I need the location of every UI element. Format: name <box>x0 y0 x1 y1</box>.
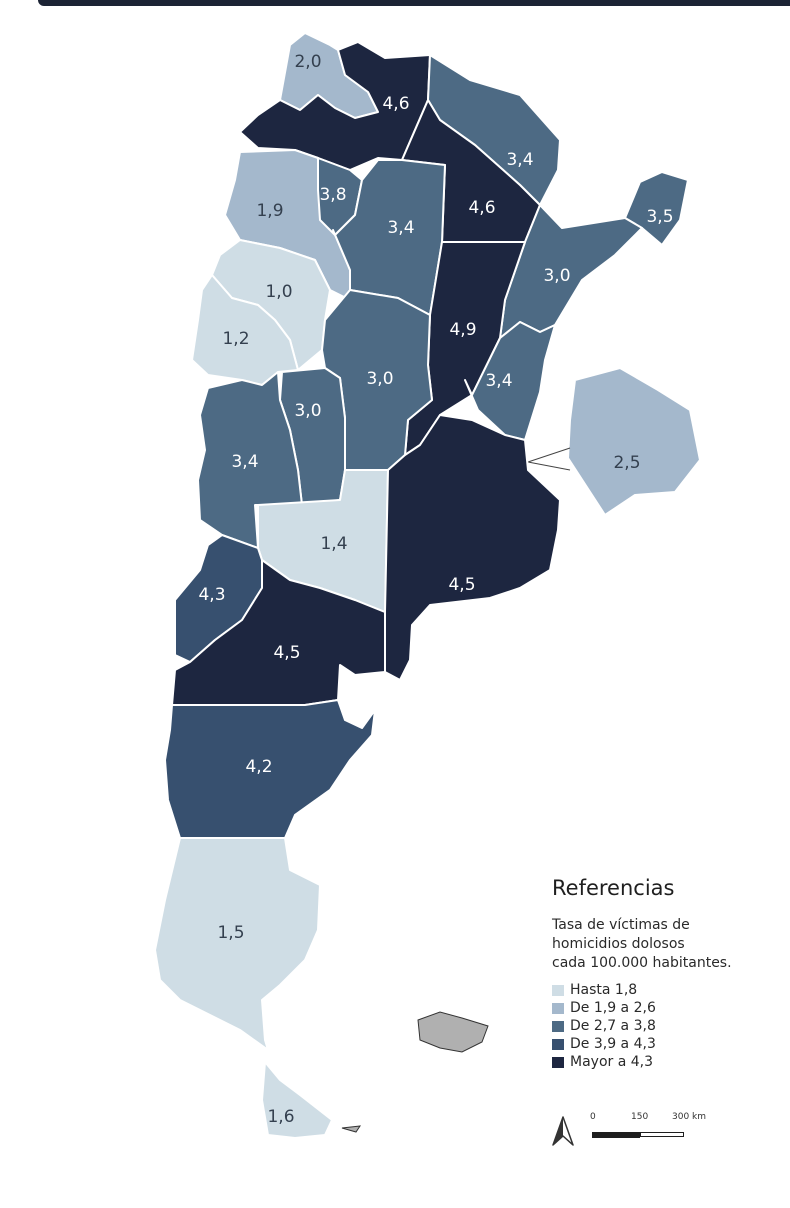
province-tierradelfuego <box>261 1061 333 1139</box>
province-caba <box>567 367 701 516</box>
province-santacruz <box>154 837 321 1051</box>
province-value-label: 1,4 <box>320 534 347 554</box>
legend-item-label: Hasta 1,8 <box>570 982 638 998</box>
legend-subtitle-line: Tasa de víctimas de <box>552 917 690 933</box>
scale-bar-light <box>640 1132 684 1137</box>
province-value-label: 4,5 <box>273 643 300 663</box>
legend-item: Mayor a 4,3 <box>552 1053 782 1071</box>
province-value-label: 3,0 <box>543 266 570 286</box>
legend-item-label: De 1,9 a 2,6 <box>570 1000 656 1016</box>
province-value-label: 4,6 <box>382 94 409 114</box>
legend-item: De 2,7 a 3,8 <box>552 1017 782 1035</box>
province-value-label: 3,4 <box>485 371 512 391</box>
province-value-label: 2,0 <box>294 52 321 72</box>
legend-subtitle-line: cada 100.000 habitantes. <box>552 955 732 971</box>
province-value-label: 4,3 <box>198 585 225 605</box>
legend: Referencias Tasa de víctimas de homicidi… <box>552 876 782 1071</box>
province-value-label: 3,5 <box>646 207 673 227</box>
province-value-label: 1,6 <box>267 1107 294 1127</box>
province-value-label: 3,0 <box>366 369 393 389</box>
legend-item-label: De 2,7 a 3,8 <box>570 1018 656 1034</box>
province-value-label: 3,4 <box>506 150 533 170</box>
province-value-label: 3,4 <box>387 218 414 238</box>
legend-swatch <box>552 1002 564 1014</box>
province-entrerios <box>464 321 556 441</box>
province-chubut <box>164 699 376 839</box>
province-value-label: 1,5 <box>217 923 244 943</box>
scale-bar: 0 150 300 km <box>552 1112 752 1152</box>
province-value-label: 4,6 <box>468 198 495 218</box>
province-buenosaires <box>384 414 561 681</box>
legend-item: De 3,9 a 4,3 <box>552 1035 782 1053</box>
province-value-label: 3,8 <box>319 185 346 205</box>
province-value-label: 3,4 <box>231 452 258 472</box>
legend-swatch <box>552 1056 564 1068</box>
top-bar <box>38 0 790 6</box>
legend-swatch <box>552 984 564 996</box>
north-arrow-icon <box>552 1116 574 1146</box>
legend-title: Referencias <box>552 876 675 900</box>
legend-swatch <box>552 1038 564 1050</box>
province-value-label: 4,9 <box>449 320 476 340</box>
province-value-label: 1,0 <box>265 282 292 302</box>
legend-subtitle-line: homicidios dolosos <box>552 936 685 952</box>
legend-subtitle: Tasa de víctimas de homicidios dolosos c… <box>552 916 782 973</box>
scale-bar-dark <box>592 1132 640 1138</box>
province-value-label: 1,9 <box>256 201 283 221</box>
province-value-label: 4,2 <box>245 757 272 777</box>
province-value-label: 3,0 <box>294 401 321 421</box>
province-value-label: 4,5 <box>448 575 475 595</box>
legend-item-label: De 3,9 a 4,3 <box>570 1036 656 1052</box>
legend-item: Hasta 1,8 <box>552 981 782 999</box>
islas-malvinas <box>417 1011 489 1053</box>
isla-estados <box>341 1125 362 1133</box>
province-value-label: 2,5 <box>613 453 640 473</box>
scale-label-300: 300 km <box>672 1112 707 1122</box>
legend-item-label: Mayor a 4,3 <box>570 1054 654 1070</box>
legend-swatch <box>552 1020 564 1032</box>
province-value-label: 1,2 <box>222 329 249 349</box>
legend-item: De 1,9 a 2,6 <box>552 999 782 1017</box>
scale-label-150: 150 <box>631 1112 649 1122</box>
scale-label-0: 0 <box>590 1112 596 1122</box>
